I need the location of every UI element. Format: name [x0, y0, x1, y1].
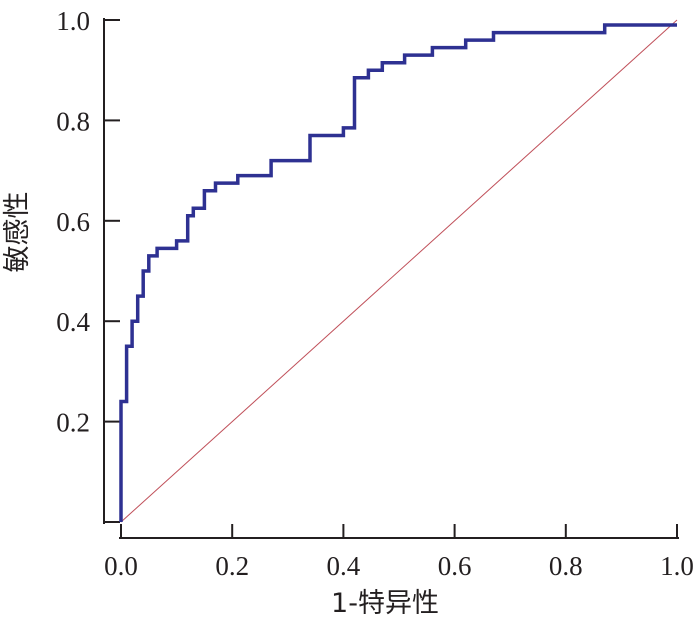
roc-curve	[119, 23, 677, 522]
y-tick-label: 0.2	[56, 408, 90, 438]
x-tick-label: 0.0	[104, 551, 138, 581]
y-tick-label: 0.6	[56, 207, 90, 237]
y-tick-label: 0.4	[56, 307, 90, 337]
tick-labels: 0.0 0.2 0.4 0.6 0.8 1.0 0.2 0.4 0.6 0.8 1.0	[56, 6, 694, 581]
x-tick-label: 1.0	[660, 551, 694, 581]
x-tick-label: 0.4	[327, 551, 361, 581]
x-axis-label: 1-特异性	[331, 588, 439, 619]
series-layer	[119, 19, 678, 523]
axes	[103, 18, 679, 539]
x-tick-label: 0.8	[549, 551, 583, 581]
y-axis-label: 敏感性	[2, 192, 33, 273]
y-tick-label: 0.8	[56, 106, 90, 136]
x-tick-label: 0.6	[438, 551, 472, 581]
y-tick-label: 1.0	[56, 6, 90, 36]
reference-line	[120, 19, 678, 523]
x-tick-label: 0.2	[215, 551, 249, 581]
